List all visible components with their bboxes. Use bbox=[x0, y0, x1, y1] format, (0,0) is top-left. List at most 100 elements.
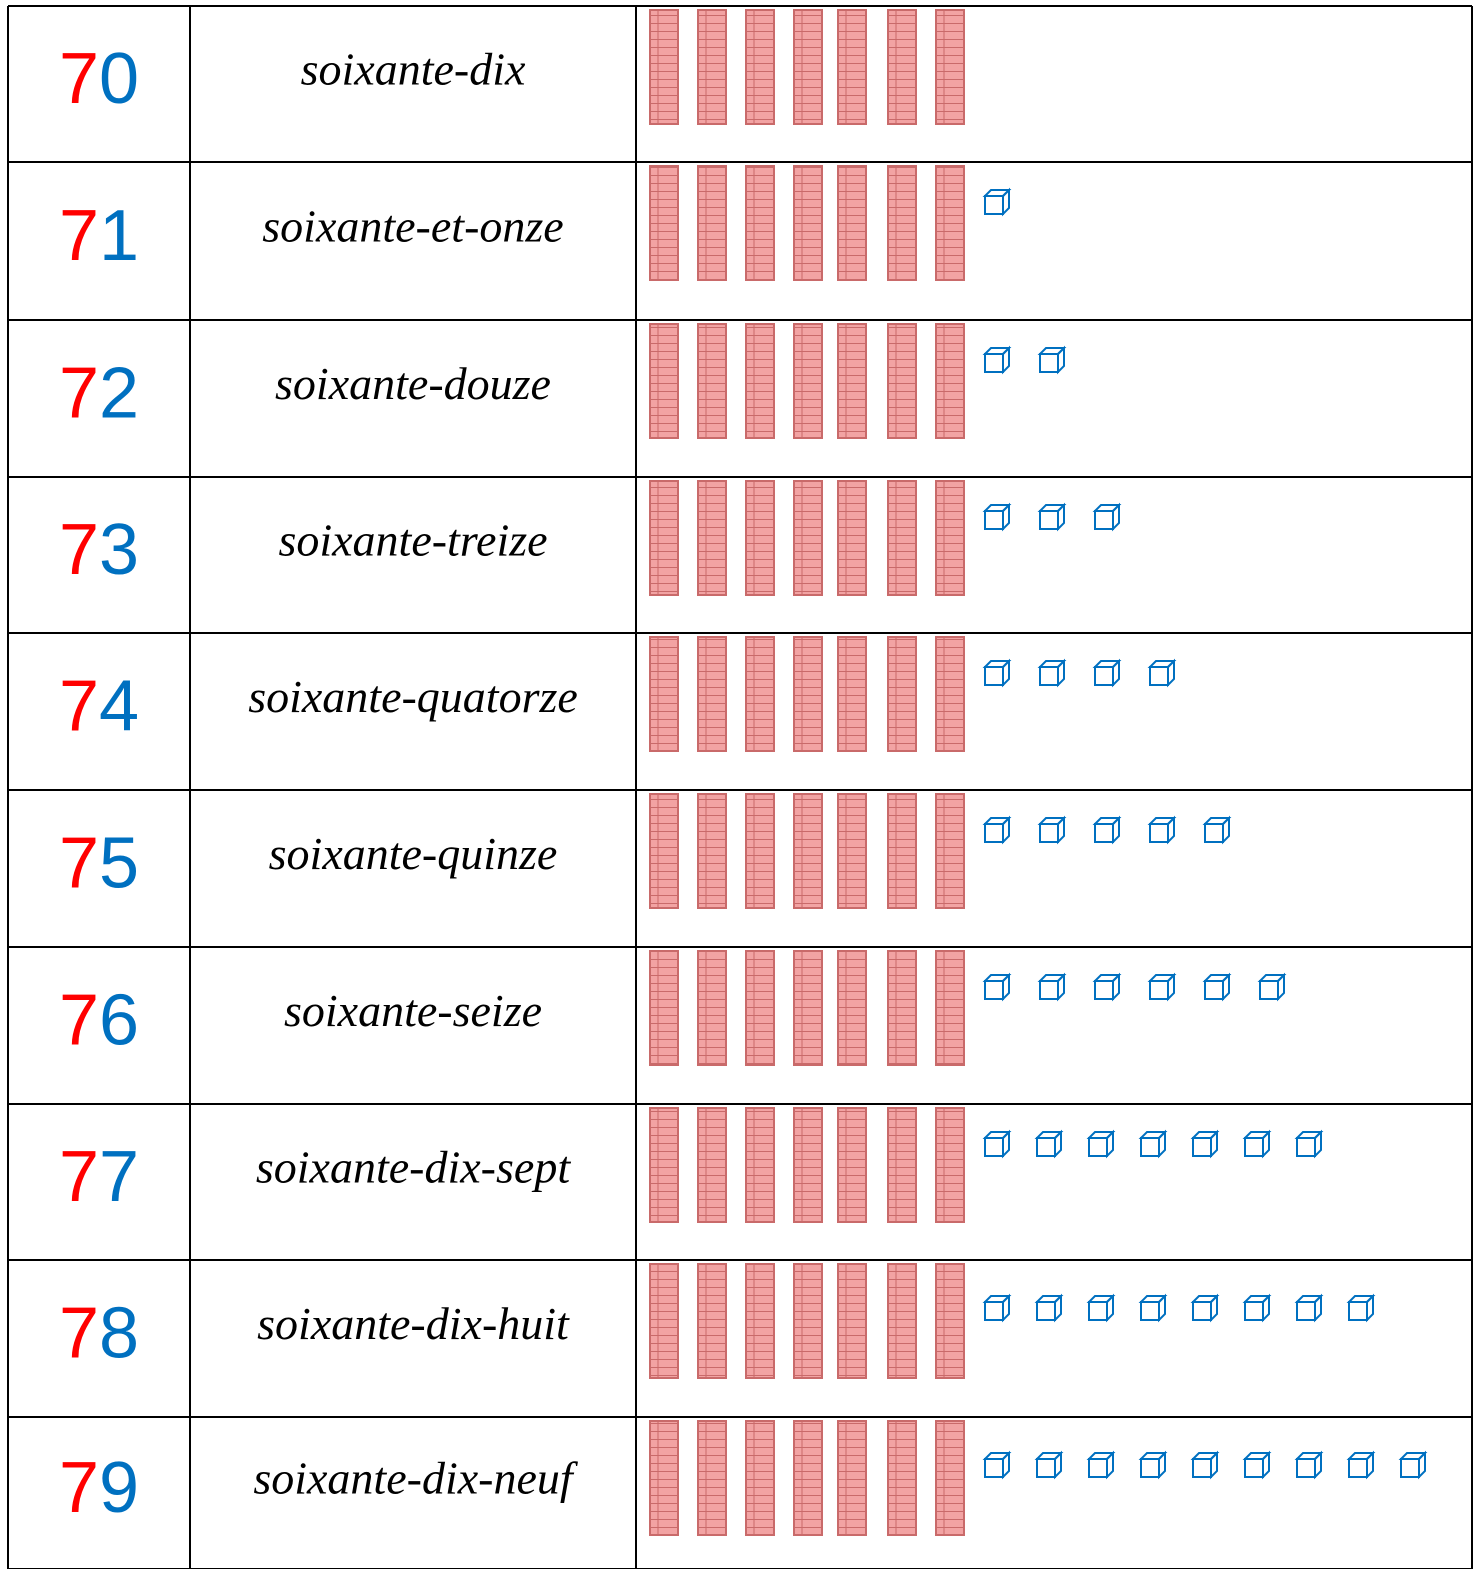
ten-rod bbox=[936, 10, 964, 124]
rod-body bbox=[794, 1421, 822, 1535]
ten-rod bbox=[698, 166, 726, 280]
unit-cube bbox=[985, 1453, 1009, 1477]
unit-cube bbox=[1095, 818, 1119, 842]
ten-rod bbox=[794, 1264, 822, 1378]
cube-side bbox=[1003, 818, 1009, 842]
cube-front bbox=[1095, 824, 1113, 842]
cube-front bbox=[1349, 1302, 1367, 1320]
ten-rod bbox=[936, 951, 964, 1065]
cube-front bbox=[1150, 981, 1168, 999]
cube-side bbox=[1113, 505, 1119, 529]
tens-digit: 7 bbox=[59, 824, 99, 904]
number: 76 bbox=[59, 981, 139, 1061]
unit-cube bbox=[1095, 661, 1119, 685]
number-words: soixante-dix-huit bbox=[257, 1298, 570, 1349]
rod-body bbox=[698, 951, 726, 1065]
ten-rod bbox=[838, 1108, 866, 1222]
ten-rod bbox=[698, 10, 726, 124]
cube-side bbox=[1113, 975, 1119, 999]
ten-rod bbox=[838, 324, 866, 438]
ten-rod bbox=[650, 1264, 678, 1378]
ten-rod bbox=[888, 1264, 916, 1378]
cube-front bbox=[1401, 1459, 1419, 1477]
cube-side bbox=[1419, 1453, 1425, 1477]
unit-cube bbox=[1095, 505, 1119, 529]
cube-side bbox=[1003, 190, 1009, 214]
ten-rod bbox=[794, 1108, 822, 1222]
ten-rod bbox=[794, 10, 822, 124]
ten-rod bbox=[936, 324, 964, 438]
ten-rod bbox=[698, 1108, 726, 1222]
ten-rod bbox=[698, 637, 726, 751]
cube-front bbox=[1141, 1302, 1159, 1320]
number-words: soixante-quatorze bbox=[248, 671, 578, 722]
cube-side bbox=[1003, 1132, 1009, 1156]
cube-front bbox=[985, 981, 1003, 999]
unit-cube bbox=[985, 975, 1009, 999]
ten-rod bbox=[746, 637, 774, 751]
cube-side bbox=[1278, 975, 1284, 999]
number-words: soixante-treize bbox=[278, 515, 547, 566]
unit-cube bbox=[985, 1296, 1009, 1320]
unit-cube bbox=[1245, 1453, 1269, 1477]
rod-body bbox=[838, 324, 866, 438]
ten-rod bbox=[936, 637, 964, 751]
cube-side bbox=[1263, 1132, 1269, 1156]
rod-body bbox=[838, 1421, 866, 1535]
ten-rod bbox=[888, 481, 916, 595]
rod-body bbox=[698, 1421, 726, 1535]
unit-cube bbox=[985, 348, 1009, 372]
rod-body bbox=[838, 1264, 866, 1378]
rod-body bbox=[650, 794, 678, 908]
ten-rod bbox=[936, 794, 964, 908]
number: 72 bbox=[59, 354, 139, 434]
cube-front bbox=[1089, 1302, 1107, 1320]
ten-rod bbox=[650, 951, 678, 1065]
rod-body bbox=[698, 324, 726, 438]
ten-rod bbox=[650, 324, 678, 438]
number: 70 bbox=[59, 39, 139, 119]
ten-rod bbox=[650, 10, 678, 124]
cube-front bbox=[985, 667, 1003, 685]
rod-body bbox=[650, 481, 678, 595]
number-words: soixante-et-onze bbox=[262, 201, 563, 252]
ten-rod bbox=[838, 10, 866, 124]
ten-rod bbox=[936, 1108, 964, 1222]
ten-rod bbox=[746, 951, 774, 1065]
cube-side bbox=[1315, 1132, 1321, 1156]
rod-body bbox=[698, 794, 726, 908]
cube-front bbox=[1089, 1138, 1107, 1156]
rod-body bbox=[888, 1421, 916, 1535]
tens-digit: 7 bbox=[59, 354, 99, 434]
rod-body bbox=[746, 10, 774, 124]
rod-body bbox=[888, 10, 916, 124]
cube-side bbox=[1003, 505, 1009, 529]
ten-rod bbox=[746, 1421, 774, 1535]
ten-rod bbox=[794, 481, 822, 595]
unit-cube bbox=[985, 1132, 1009, 1156]
ten-rod bbox=[838, 166, 866, 280]
cube-side bbox=[1058, 661, 1064, 685]
ten-rod bbox=[794, 1421, 822, 1535]
unit-cube bbox=[985, 505, 1009, 529]
tens-digit: 7 bbox=[59, 1137, 99, 1217]
rod-body bbox=[794, 166, 822, 280]
cube-front bbox=[1245, 1138, 1263, 1156]
cube-front bbox=[1089, 1459, 1107, 1477]
cube-side bbox=[1107, 1296, 1113, 1320]
cube-front bbox=[1037, 1459, 1055, 1477]
cube-front bbox=[985, 824, 1003, 842]
unit-cube bbox=[1089, 1132, 1113, 1156]
rod-body bbox=[650, 1421, 678, 1535]
cube-front bbox=[1297, 1302, 1315, 1320]
rod-body bbox=[794, 1264, 822, 1378]
rod-body bbox=[936, 10, 964, 124]
rod-body bbox=[698, 481, 726, 595]
unit-cube bbox=[1141, 1296, 1165, 1320]
ten-rod bbox=[698, 324, 726, 438]
number-words: soixante-dix bbox=[301, 44, 526, 95]
rod-body bbox=[794, 951, 822, 1065]
rod-body bbox=[746, 481, 774, 595]
rod-body bbox=[698, 1264, 726, 1378]
ten-rod bbox=[698, 951, 726, 1065]
